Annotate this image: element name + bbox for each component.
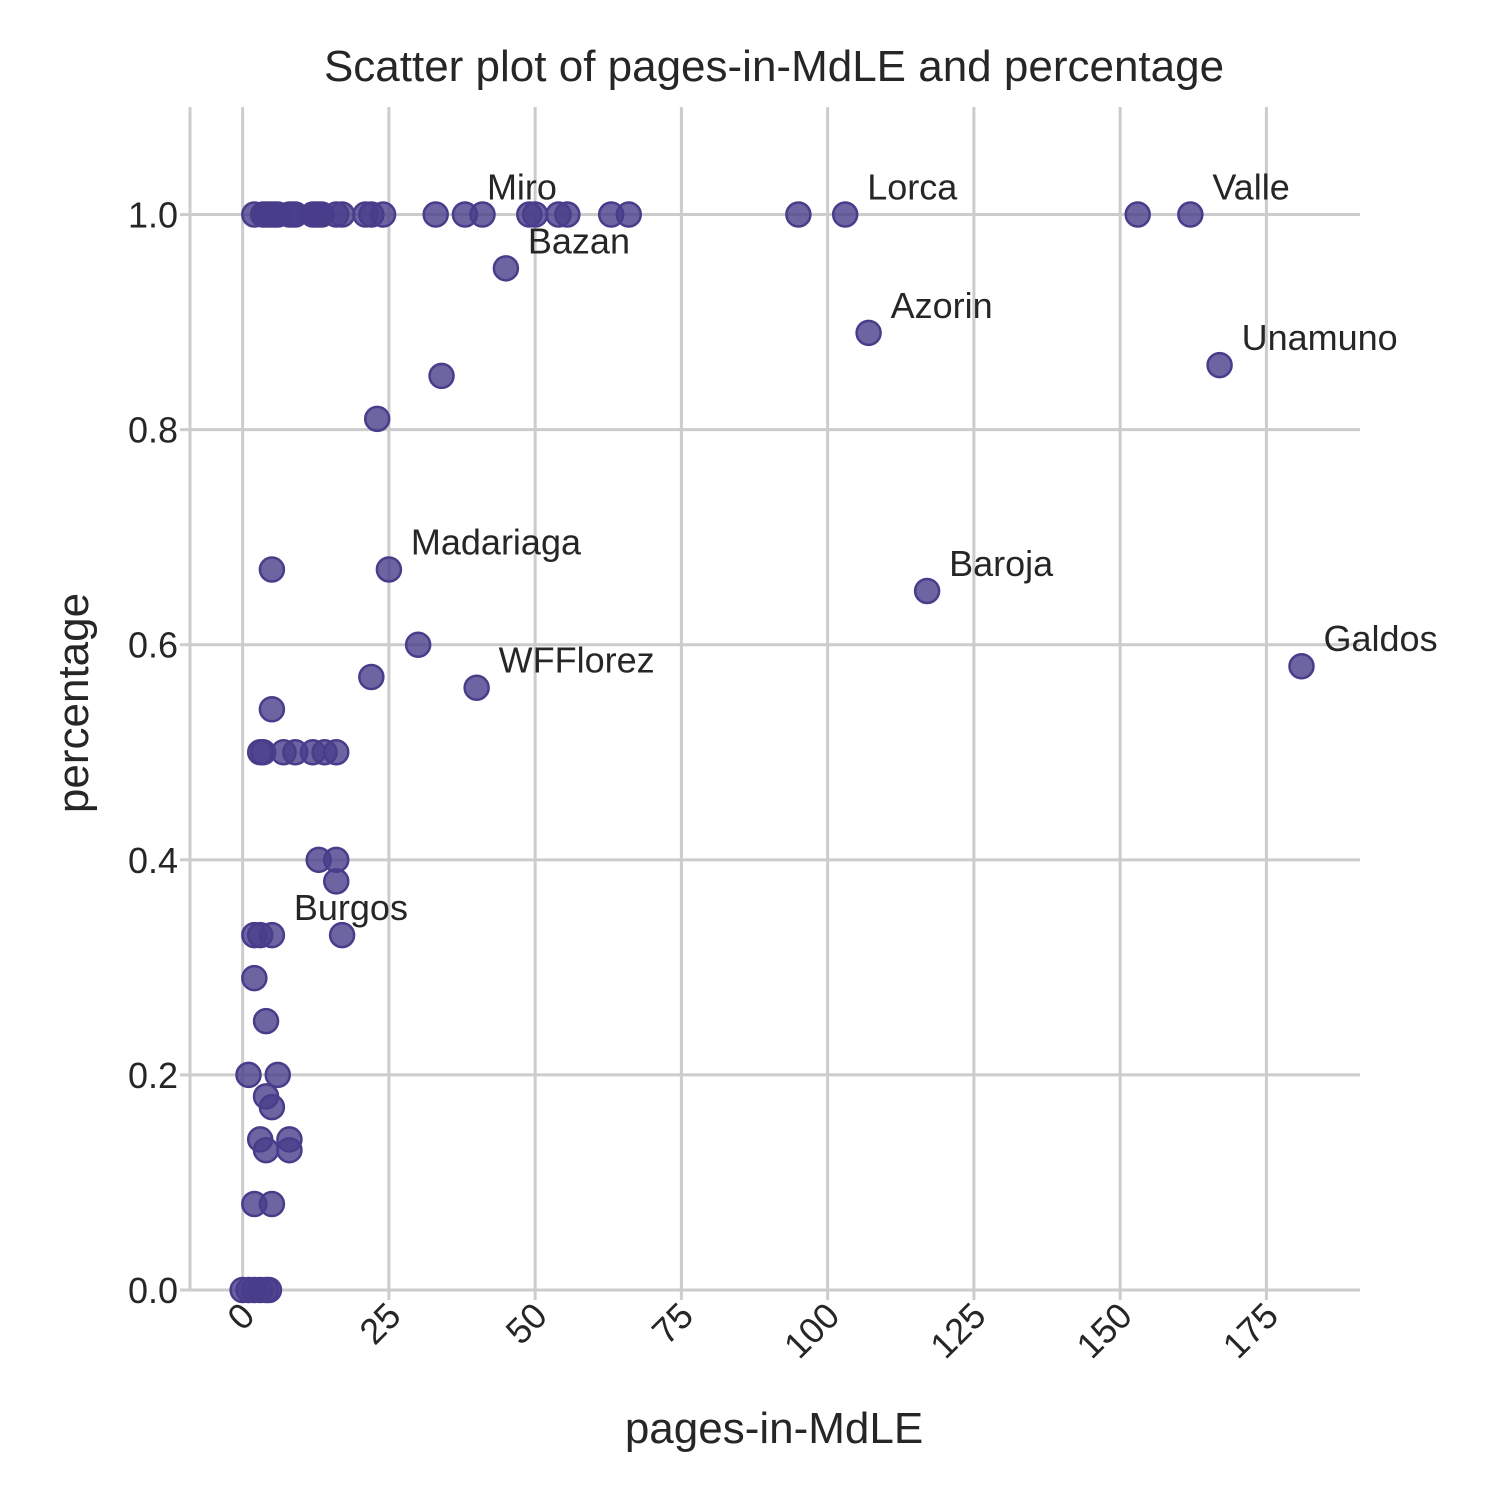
data-point <box>358 663 385 691</box>
data-point <box>258 1190 286 1218</box>
data-point <box>323 739 350 766</box>
data-point <box>785 201 812 228</box>
x-tick-label: 175 <box>1215 1295 1286 1366</box>
point-annotation: Madariaga <box>411 521 582 562</box>
point-annotation: Burgos <box>294 887 408 928</box>
point-annotation: Valle <box>1212 167 1289 208</box>
x-tick-label: 50 <box>497 1295 554 1352</box>
grid-lines <box>190 107 1360 1292</box>
y-tick-label: 0.0 <box>128 1270 178 1311</box>
data-point <box>369 201 397 228</box>
x-tick-label: 125 <box>922 1295 993 1366</box>
data-point <box>404 631 432 658</box>
data-point <box>428 362 455 390</box>
data-point <box>855 319 882 347</box>
data-point <box>276 1136 303 1164</box>
data-point <box>463 674 490 701</box>
data-point <box>1288 652 1315 680</box>
x-axis-label: pages-in-MdLE <box>625 1404 923 1453</box>
point-annotation: Galdos <box>1324 618 1438 659</box>
data-point <box>554 201 581 228</box>
data-point <box>258 556 286 583</box>
data-point <box>255 1276 283 1304</box>
point-annotations: Miro Lorca Valle Bazan Azorin Unamuno Madariag… <box>294 167 1438 929</box>
y-tick-label: 0.8 <box>128 410 178 451</box>
data-point <box>1177 201 1204 228</box>
data-point <box>323 868 350 895</box>
data-point <box>241 964 268 992</box>
data-point <box>363 405 391 433</box>
y-axis-label: percentage <box>49 593 98 813</box>
axes-spines <box>188 107 1360 1292</box>
scatter-points <box>229 201 1315 1304</box>
data-point <box>264 1061 291 1089</box>
data-point <box>258 921 286 949</box>
point-annotation: Baroja <box>949 543 1054 584</box>
data-point <box>258 1093 286 1121</box>
data-point <box>328 921 356 949</box>
data-point <box>252 1136 280 1164</box>
data-point <box>252 1007 280 1035</box>
data-point <box>1206 351 1233 379</box>
data-point <box>328 201 356 228</box>
point-annotation: Lorca <box>867 167 958 208</box>
x-tick-label: 25 <box>351 1295 408 1352</box>
x-tick-label: 150 <box>1068 1295 1139 1366</box>
x-tick-label: 100 <box>776 1295 847 1366</box>
point-annotation: WFFlorez <box>499 640 655 681</box>
chart-title: Scatter plot of pages-in-MdLE and percen… <box>324 42 1224 91</box>
point-annotation: Unamuno <box>1242 317 1398 358</box>
data-point <box>375 556 403 583</box>
data-point <box>913 577 941 605</box>
point-annotation: Azorin <box>891 285 993 326</box>
data-point <box>1124 201 1151 228</box>
y-tick-label: 0.4 <box>128 840 178 881</box>
data-point <box>615 201 642 228</box>
x-tick-label: 75 <box>644 1295 701 1352</box>
data-point <box>831 201 859 228</box>
data-point <box>422 201 449 228</box>
point-annotation: Miro <box>487 167 557 208</box>
data-point <box>492 255 520 282</box>
y-tick-label: 0.2 <box>128 1055 178 1096</box>
data-point <box>469 201 496 228</box>
point-annotation: Bazan <box>528 220 630 261</box>
data-point <box>235 1061 262 1089</box>
y-tick-label: 0.6 <box>128 625 178 666</box>
data-point <box>258 696 286 723</box>
y-tick-label: 1.0 <box>128 195 178 236</box>
